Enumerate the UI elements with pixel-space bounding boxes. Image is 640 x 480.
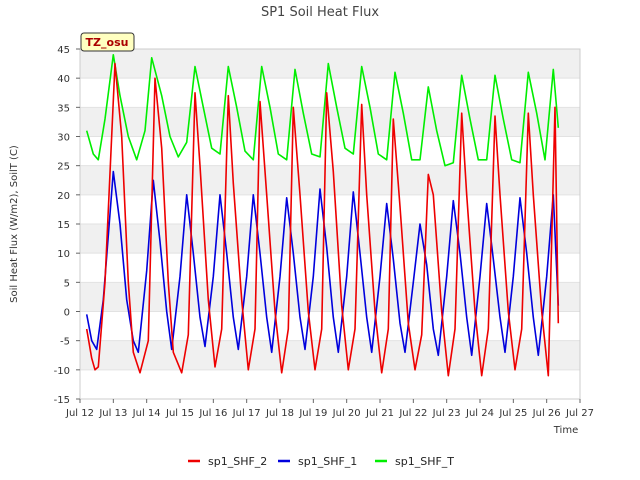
y-tick-label: 15 bbox=[57, 220, 70, 231]
x-tick-label: Jul 21 bbox=[365, 408, 394, 419]
x-tick-label: Jul 18 bbox=[265, 408, 294, 419]
y-tick-label: 25 bbox=[57, 162, 70, 173]
legend-label: sp1_SHF_2 bbox=[208, 455, 267, 468]
legend-label: sp1_SHF_1 bbox=[298, 455, 357, 468]
legend-label: sp1_SHF_T bbox=[395, 455, 454, 468]
x-tick-label: Jul 12 bbox=[65, 408, 94, 419]
y-tick-label: 30 bbox=[57, 133, 70, 144]
x-tick-label: Jul 16 bbox=[198, 408, 227, 419]
y-tick-label: 5 bbox=[64, 278, 70, 289]
y-tick-label: -15 bbox=[54, 395, 70, 406]
x-tick-label: Jul 25 bbox=[498, 408, 527, 419]
annotation-label: TZ_osu bbox=[86, 36, 129, 49]
y-tick-label: 10 bbox=[57, 249, 70, 260]
plot-band bbox=[80, 194, 580, 224]
plot-band bbox=[80, 224, 580, 254]
x-axis-ticks: Jul 12 Jul 13 Jul 14 Jul 15 Jul 16 Jul 17 Jul … bbox=[65, 399, 594, 419]
series-lines bbox=[85, 53, 560, 377]
x-tick-label: Jul 27 bbox=[565, 408, 594, 419]
y-tick-label: -10 bbox=[54, 366, 70, 377]
x-tick-label: Jul 23 bbox=[432, 408, 461, 419]
x-tick-label: Jul 22 bbox=[398, 408, 427, 419]
series-line-sp1_SHF_2 bbox=[85, 62, 560, 377]
x-tick-label: Jul 26 bbox=[532, 408, 561, 419]
y-tick-label: 0 bbox=[64, 308, 70, 319]
x-tick-label: Jul 20 bbox=[332, 408, 361, 419]
annotation-box bbox=[80, 32, 135, 52]
x-tick-label: Jul 14 bbox=[132, 408, 161, 419]
legend: sp1_SHF_2 sp1_SHF_1 sp1_SHF_T bbox=[188, 455, 454, 468]
x-tick-label: Jul 15 bbox=[165, 408, 194, 419]
x-tick-label: Jul 17 bbox=[232, 408, 261, 419]
plot-band bbox=[80, 369, 580, 399]
x-axis-title: Time bbox=[553, 425, 578, 436]
x-tick-label: Jul 19 bbox=[298, 408, 327, 419]
y-tick-label: 45 bbox=[57, 45, 70, 56]
plot-band bbox=[80, 311, 580, 341]
y-axis-ticks: -15 -10 -5 0 5 10 15 20 25 30 35 40 45 bbox=[54, 45, 80, 406]
station-annotation: TZ_osu bbox=[80, 32, 135, 52]
y-axis-title: Soil Heat Flux (W/m2), SoilT (C) bbox=[9, 145, 20, 303]
y-tick-label: 20 bbox=[57, 191, 70, 202]
series-line-sp1_SHF_T bbox=[85, 53, 560, 167]
x-tick-label: Jul 13 bbox=[98, 408, 127, 419]
chart-title: SP1 Soil Heat Flux bbox=[261, 5, 379, 20]
y-tick-label: 35 bbox=[57, 103, 70, 114]
y-tick-label: -5 bbox=[60, 337, 70, 348]
plot-band bbox=[80, 340, 580, 370]
x-tick-label: Jul 24 bbox=[465, 408, 494, 419]
y-tick-label: 40 bbox=[57, 74, 70, 85]
